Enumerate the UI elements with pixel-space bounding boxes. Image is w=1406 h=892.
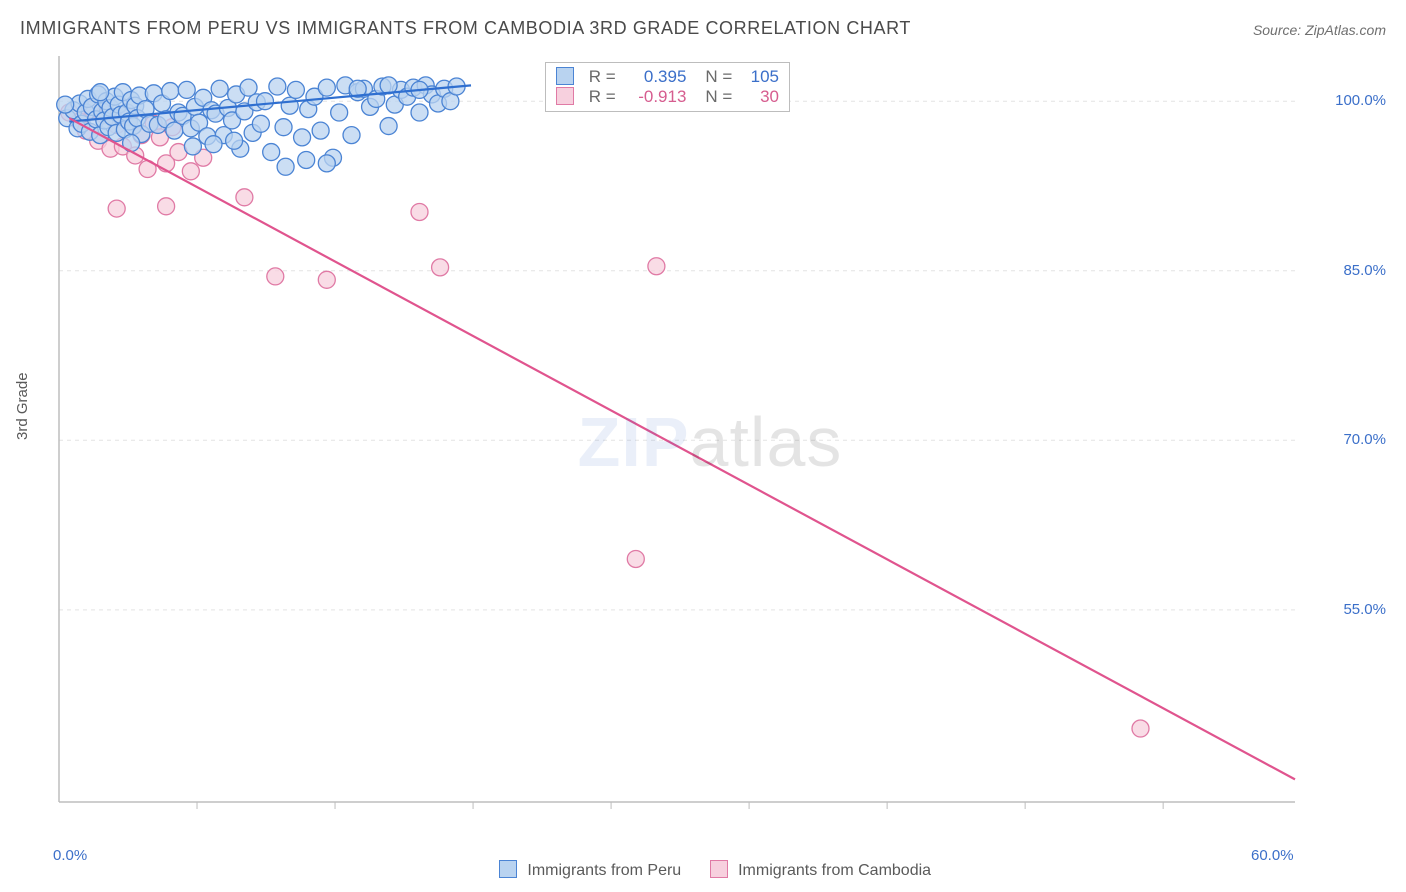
stat-row-peru: R = 0.395 N = 105	[556, 67, 779, 87]
y-axis-label: 3rd Grade	[14, 372, 31, 440]
n-label: N =	[705, 67, 732, 86]
y-tick-label: 100.0%	[1335, 92, 1386, 109]
legend-label-peru: Immigrants from Peru	[527, 862, 681, 879]
y-tick-label: 55.0%	[1343, 601, 1386, 618]
y-tick-label: 85.0%	[1343, 262, 1386, 279]
r-value-cambodia: -0.913	[624, 87, 686, 107]
chart-title: IMMIGRANTS FROM PERU VS IMMIGRANTS FROM …	[20, 18, 911, 39]
r-value-peru: 0.395	[624, 67, 686, 87]
n-label: N =	[705, 87, 732, 106]
bottom-legend: Immigrants from Peru Immigrants from Cam…	[0, 860, 1406, 880]
n-value-peru: 105	[741, 67, 779, 87]
stat-legend: R = 0.395 N = 105 R = -0.913 N = 30	[545, 62, 790, 112]
y-tick-label: 70.0%	[1343, 431, 1386, 448]
legend-label-cambodia: Immigrants from Cambodia	[738, 862, 931, 879]
swatch-peru	[556, 67, 574, 85]
r-label: R =	[589, 87, 616, 106]
swatch-cambodia	[556, 87, 574, 105]
legend-swatch-peru	[499, 860, 517, 878]
scatter-plot: R = 0.395 N = 105 R = -0.913 N = 30 ZIPa…	[55, 52, 1365, 832]
r-label: R =	[589, 67, 616, 86]
plot-svg	[55, 52, 1365, 832]
legend-swatch-cambodia	[710, 860, 728, 878]
source-label: Source: ZipAtlas.com	[1253, 22, 1386, 38]
stat-row-cambodia: R = -0.913 N = 30	[556, 87, 779, 107]
n-value-cambodia: 30	[741, 87, 779, 107]
